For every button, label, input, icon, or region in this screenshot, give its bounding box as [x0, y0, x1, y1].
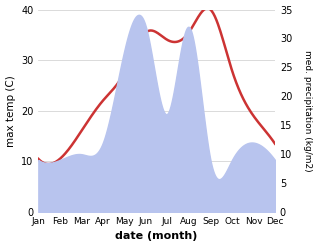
Y-axis label: max temp (C): max temp (C)	[5, 75, 16, 147]
X-axis label: date (month): date (month)	[115, 231, 198, 242]
Y-axis label: med. precipitation (kg/m2): med. precipitation (kg/m2)	[303, 50, 313, 172]
